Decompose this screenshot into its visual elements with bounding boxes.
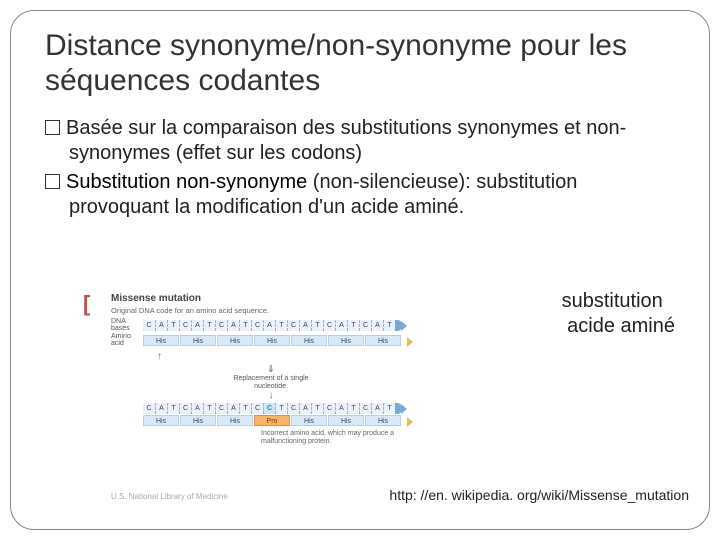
dna-row-top: DNAbases CATCATCATCATCATCATCAT bbox=[111, 318, 461, 332]
dna-base: C bbox=[251, 403, 263, 414]
dna-base: C bbox=[215, 320, 227, 331]
dna-base: T bbox=[167, 403, 179, 414]
replacement-text: Replacement of a single nucleotide. bbox=[231, 375, 311, 390]
source-credit: U.S. National Library of Medicine bbox=[111, 492, 228, 501]
arrow-right-icon bbox=[407, 417, 413, 427]
dna-base: A bbox=[371, 320, 383, 331]
aa-row-top: Aminoacid HisHisHisHisHisHisHis bbox=[111, 333, 461, 347]
dna-base: A bbox=[263, 320, 275, 331]
amino-acid-cell: His bbox=[143, 415, 179, 426]
amino-acid-cell: His bbox=[217, 335, 253, 346]
slide-title: Distance synonyme/non-synonyme pour les … bbox=[45, 29, 675, 98]
dna-sequence-bottom: CATCATCATCCTCATCATCAT bbox=[143, 403, 401, 414]
dna-base: C bbox=[143, 403, 155, 414]
bullet-3-partial: substitution acide aminé bbox=[562, 289, 675, 339]
red-bracket-icon: [ bbox=[83, 291, 90, 317]
dna-base: C bbox=[263, 403, 275, 414]
up-arrow-icon: ↑ bbox=[157, 351, 461, 362]
source-url: http: //en. wikipedia. org/wiki/Missense… bbox=[389, 487, 689, 503]
bullet-1: Basée sur la comparaison des substitutio… bbox=[45, 116, 675, 166]
dna-base: C bbox=[179, 403, 191, 414]
amino-acid-cell: His bbox=[291, 415, 327, 426]
dna-base: A bbox=[335, 403, 347, 414]
diagram-subtitle: Original DNA code for an amino acid sequ… bbox=[111, 306, 461, 315]
dna-base: C bbox=[359, 403, 371, 414]
bullet-2-term: Substitution non-synonyme bbox=[66, 171, 307, 193]
dna-base: C bbox=[323, 403, 335, 414]
dna-base: A bbox=[335, 320, 347, 331]
dna-base: A bbox=[299, 403, 311, 414]
replacement-note: ⇓ Replacement of a single nucleotide. ↓ bbox=[231, 364, 311, 401]
amino-acid-cell: His bbox=[217, 415, 253, 426]
dna-base: C bbox=[215, 403, 227, 414]
dna-base: A bbox=[227, 320, 239, 331]
dna-base: A bbox=[227, 403, 239, 414]
incorrect-note: Incorrect amino acid, which may produce … bbox=[261, 430, 411, 445]
amino-acid-cell: His bbox=[365, 415, 401, 426]
dna-base: T bbox=[383, 320, 395, 331]
bullet-list: Basée sur la comparaison des substitutio… bbox=[45, 116, 675, 220]
bullet-2: Substitution non-synonyme (non-silencieu… bbox=[45, 170, 675, 220]
dna-base: A bbox=[155, 320, 167, 331]
bullet-1-text: Basée sur la comparaison des substitutio… bbox=[66, 117, 626, 164]
amino-acid-cell: His bbox=[365, 335, 401, 346]
dna-base: T bbox=[239, 403, 251, 414]
dna-base: C bbox=[179, 320, 191, 331]
dna-base: C bbox=[251, 320, 263, 331]
amino-acid-cell: His bbox=[143, 335, 179, 346]
amino-acid-cell: His bbox=[291, 335, 327, 346]
amino-acid-cell: His bbox=[254, 335, 290, 346]
dna-base: C bbox=[323, 320, 335, 331]
dna-base: T bbox=[239, 320, 251, 331]
slide-frame: Distance synonyme/non-synonyme pour les … bbox=[10, 10, 710, 530]
dna-base: T bbox=[347, 320, 359, 331]
aa-label: Aminoacid bbox=[111, 333, 139, 347]
dna-label bbox=[111, 405, 139, 412]
dna-base: A bbox=[371, 403, 383, 414]
b3-line1: substitution bbox=[562, 290, 663, 312]
dna-base: C bbox=[143, 320, 155, 331]
dna-label: DNAbases bbox=[111, 318, 139, 332]
aa-row-bottom: HisHisHisProHisHisHis bbox=[111, 415, 461, 426]
amino-acid-cell: Pro bbox=[254, 415, 290, 426]
dna-sequence-top: CATCATCATCATCATCATCAT bbox=[143, 320, 401, 331]
dna-base: T bbox=[383, 403, 395, 414]
amino-acid-cell: His bbox=[328, 415, 364, 426]
dna-base: T bbox=[347, 403, 359, 414]
dna-base: T bbox=[203, 320, 215, 331]
dna-base: C bbox=[359, 320, 371, 331]
dna-base: A bbox=[155, 403, 167, 414]
amino-acid-cell: His bbox=[180, 415, 216, 426]
arrow-right-icon bbox=[407, 337, 413, 347]
dna-base: T bbox=[311, 320, 323, 331]
square-bullet-icon bbox=[45, 174, 60, 189]
dna-base: A bbox=[299, 320, 311, 331]
aa-sequence-top: HisHisHisHisHisHisHis bbox=[143, 335, 401, 346]
dna-row-bottom: CATCATCATCCTCATCATCAT bbox=[111, 403, 461, 414]
amino-acid-cell: His bbox=[180, 335, 216, 346]
arrow-right-icon bbox=[401, 321, 407, 331]
missense-diagram: Missense mutation Original DNA code for … bbox=[111, 293, 461, 483]
down-arrow-icon: ⇓ bbox=[231, 364, 311, 375]
aa-label bbox=[111, 417, 139, 424]
amino-acid-cell: His bbox=[328, 335, 364, 346]
b3-line2: acide aminé bbox=[567, 315, 675, 337]
dna-base: T bbox=[275, 320, 287, 331]
square-bullet-icon bbox=[45, 120, 60, 135]
dna-base: T bbox=[311, 403, 323, 414]
down-arrow-icon: ↓ bbox=[231, 390, 311, 401]
dna-base: C bbox=[287, 403, 299, 414]
dna-base: A bbox=[191, 320, 203, 331]
dna-base: T bbox=[275, 403, 287, 414]
dna-base: T bbox=[167, 320, 179, 331]
dna-base: A bbox=[191, 403, 203, 414]
dna-base: T bbox=[203, 403, 215, 414]
diagram-title: Missense mutation bbox=[111, 293, 461, 304]
aa-sequence-bottom: HisHisHisProHisHisHis bbox=[143, 415, 401, 426]
dna-base: C bbox=[287, 320, 299, 331]
arrow-right-icon bbox=[401, 404, 407, 414]
